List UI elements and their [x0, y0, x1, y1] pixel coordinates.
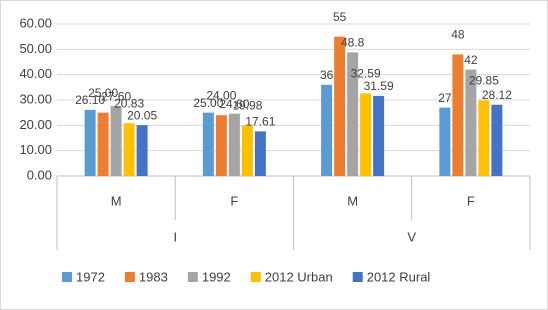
legend-swatch — [124, 272, 135, 282]
data-label: 20.05 — [127, 108, 157, 122]
bar — [321, 84, 333, 176]
legend-swatch — [187, 272, 198, 282]
y-tick-label: 60.00 — [19, 15, 52, 30]
data-label: 17.61 — [245, 115, 275, 129]
legend-label: 1972 — [76, 269, 105, 284]
bar — [228, 113, 240, 176]
y-tick-label: 0.00 — [27, 167, 52, 182]
bar — [491, 104, 503, 176]
y-tick-label: 30.00 — [19, 91, 52, 106]
bar — [241, 125, 253, 176]
bar — [465, 69, 477, 176]
data-label: 19.98 — [232, 99, 262, 113]
bar — [215, 115, 227, 176]
data-label: 55 — [333, 10, 347, 24]
legend-swatch — [250, 272, 261, 282]
legend-swatch — [352, 272, 363, 282]
data-label: 27.60 — [101, 89, 131, 103]
group-label: V — [407, 229, 416, 244]
bar — [478, 100, 490, 176]
bar — [202, 112, 214, 176]
data-label: 31.59 — [364, 79, 394, 93]
bar — [97, 112, 109, 176]
bar — [439, 107, 451, 176]
y-tick-label: 50.00 — [19, 41, 52, 56]
bar — [347, 52, 359, 176]
legend-label: 2012 Rural — [367, 269, 431, 284]
legend-label: 2012 Urban — [265, 269, 333, 284]
data-label: 25.00 — [88, 86, 118, 100]
data-label: 26.10 — [75, 93, 105, 107]
legend-label: 1992 — [202, 269, 231, 284]
bar — [360, 93, 372, 176]
group-label: I — [173, 229, 177, 244]
data-label: 48.8 — [341, 36, 365, 50]
legend-swatch — [62, 272, 72, 282]
x-tick-label: F — [467, 193, 475, 208]
y-tick-label: 20.00 — [19, 117, 52, 132]
x-tick-label: M — [111, 193, 122, 208]
bar — [136, 125, 148, 176]
data-label: 36 — [320, 68, 334, 82]
bar — [452, 54, 464, 176]
y-tick-label: 40.00 — [19, 66, 52, 81]
x-tick-label: F — [230, 193, 238, 208]
data-label: 27 — [438, 91, 452, 105]
legend-label: 1983 — [139, 269, 168, 284]
data-label: 28.12 — [482, 88, 512, 102]
bar — [373, 95, 385, 176]
data-label: 32.59 — [351, 67, 381, 81]
bar — [110, 106, 122, 176]
bar — [334, 36, 346, 176]
x-tick-label: M — [347, 193, 358, 208]
data-label: 20.83 — [114, 96, 144, 110]
data-label: 24.00 — [206, 88, 236, 102]
bar — [123, 123, 135, 176]
y-tick-label: 10.00 — [19, 142, 52, 157]
data-label: 48 — [451, 28, 465, 42]
data-label: 24.60 — [219, 97, 249, 111]
data-label: 29.85 — [469, 74, 499, 88]
bar — [84, 109, 96, 176]
bar — [254, 131, 266, 176]
data-label: 25.00 — [193, 96, 223, 110]
data-label: 42 — [464, 53, 478, 67]
